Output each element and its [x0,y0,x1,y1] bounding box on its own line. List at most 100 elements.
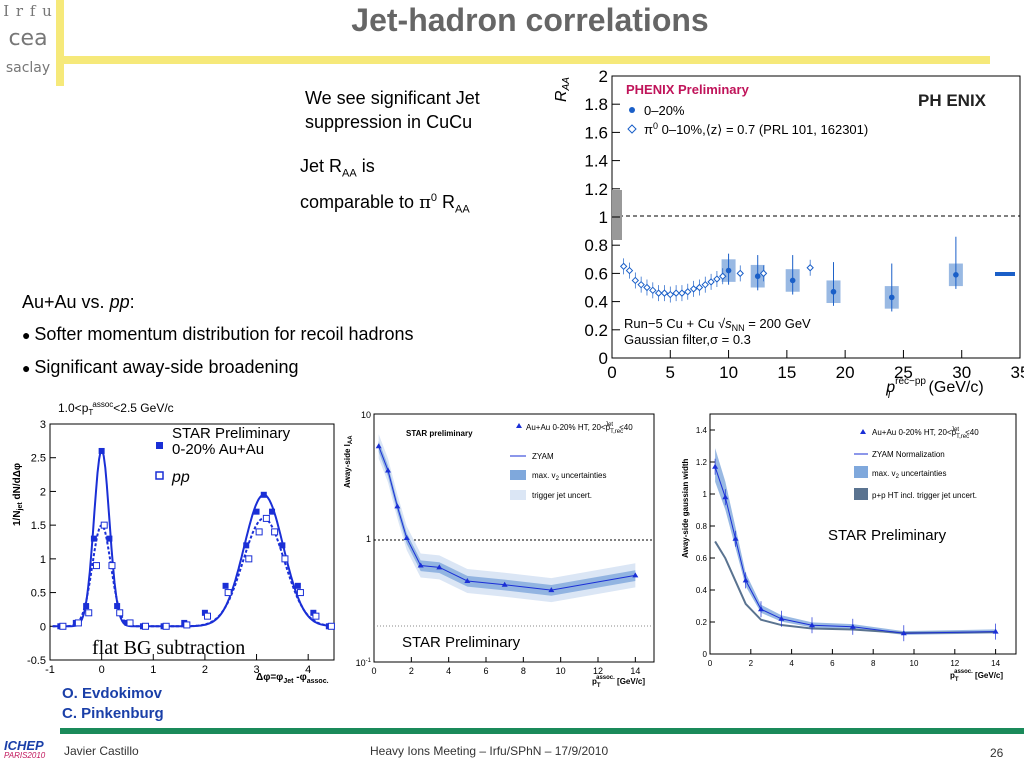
phenix-point-pi0 [689,285,698,293]
starleft-point-pp [126,619,134,627]
bullet-2: ● Significant away-side broadening [22,355,542,380]
logo-cea: cea [8,26,48,51]
starright-ytick: 0.2 [696,618,708,627]
phenix-xtick: 10 [719,363,738,382]
starleft-xtick: 2 [202,664,208,676]
starleft-xtick: 4 [305,664,311,676]
phenix-xtick: 15 [777,363,796,382]
starmid-ytick: 10-1 [356,658,372,668]
starright-leg2: ZYAM Normalization [872,450,945,459]
phenix-leg1: 0–20% [644,103,685,118]
phenix-point-pi0 [684,288,692,296]
starleft-topnote: 1.0<pTassoc<2.5 GeV/c [58,400,174,417]
text-line2: suppression in CuCu [305,112,473,132]
starleft-point-pp [74,619,82,627]
footer-page-number: 26 [990,746,1004,760]
starleft-ytick: 3 [40,419,46,431]
starright-yticks: 0 0.2 0.4 0.6 0.8 1 1.2 1.4 [696,426,715,659]
starleft-point-pp [85,609,93,617]
starleft-point-pp [108,562,116,570]
jet-raa-b: is [356,156,375,176]
phenix-point-pi0 [695,283,704,292]
starleft-xtick: 3 [253,664,259,676]
starmid-point [501,581,508,587]
starleft-point-pp [327,622,335,630]
irfu-logo: I r f u cea saclay [0,0,56,86]
starmid-point [375,443,382,449]
starleft-point-auau [90,535,97,542]
starleft-xlabel: Δφ=φJet -φassoc. [256,672,329,685]
starleft-point-pp [162,622,170,630]
auau-pp: pp [109,292,130,312]
phenix-leg2-marker [627,124,637,134]
phenix-xtick: 25 [894,363,913,382]
phenix-norm-box [612,190,622,240]
pi-symbol: π [419,191,431,213]
starleft-leg2-marker [155,471,164,480]
phenix-point-0-20 [888,294,895,301]
starmid-xticks: 0 2 4 6 8 10 12 14 [371,657,640,676]
starleft-yticks: -0.5 0 0.5 1 1.5 2 2.5 3 [27,419,56,667]
starright-ytick: 0 [703,650,708,659]
phenix-point-pi0 [672,289,680,297]
phenix-yticks: 0 0.2 0.4 0.6 0.8 1 1.2 1.4 1.6 1.8 2 [584,67,620,368]
starleft-leg1-marker [156,442,163,449]
starmid-leg3: max. v2 uncertainties [532,471,607,482]
starleft-point-pp [116,609,124,617]
bullet-1: ● Softer momentum distribution for recoi… [22,322,542,347]
bullet2-text: Significant away-side broadening [34,357,299,377]
star-dphi-chart: -0.5 0 0.5 1 1.5 2 2.5 3 -1 0 1 2 3 4 1.0<pTassoc<2.… [12,400,335,685]
starmid-xlabel: pTassoc. [GeV/c] [592,675,645,689]
phenix-point-0-20 [953,272,959,278]
starleft-leg1: 0-20% Au+Au [172,441,264,458]
auau-heading: Au+Au vs. pp: [22,290,542,314]
starmid-xtick: 8 [521,666,526,676]
logo-saclay: saclay [5,60,51,76]
starmid-leg4: trigger jet uncert. [532,491,592,500]
starleft-xticks: -1 0 1 2 3 4 [45,654,311,676]
starright-ytick: 0.6 [696,554,708,563]
page-title: Jet-hadron correlations [351,2,709,38]
starright-leg1: Au+Au 0-20% HT, 20<pT,recJet <40 [872,427,979,440]
starright-xtick: 0 [708,659,713,668]
phenix-point-pi0 [660,289,669,297]
starleft-point-pp [245,555,253,563]
starleft-point-auau [243,542,250,549]
starleft-point-auau [83,603,90,610]
starmid-xtick: 4 [446,666,451,676]
phenix-leg2: π0 0–10%,⟨z⟩ = 0.7 (PRL 101, 162301) [644,121,868,137]
phenix-xticks: 0 5 10 15 20 25 30 35 [607,350,1024,382]
starmid-xtick: 6 [483,666,488,676]
starright-ytick: 1.4 [696,426,708,435]
phenix-marks [619,236,963,312]
starmid-point [394,503,401,509]
footer-author: Javier Castillo [64,744,139,758]
phenix-ytick: 0 [599,349,608,368]
phenix-point-pi0 [666,290,674,299]
starleft-ylabel: 1/Njet dN/dΔφ [12,463,24,526]
phenix-point-pi0 [643,283,651,292]
phenix-ytick: 1.2 [584,180,608,199]
starright-point [778,615,785,621]
starright-point [849,623,856,629]
phenix-prelim: PHENIX Preliminary [626,82,750,97]
starleft-point-pp [183,621,191,629]
phenix-ytick: 2 [599,67,608,86]
starright-ylabel: Away-side gaussian width [681,458,690,558]
starleft-point-auau [106,535,113,542]
starleft-point-pp [100,521,108,529]
starleft-xtick: 1 [150,664,156,676]
phenix-point-pi0 [736,269,744,278]
phenix-ytick: 0.8 [584,236,608,255]
comparable-b: R [437,191,456,212]
phenix-point-pi0 [619,262,628,271]
starright-point [809,622,815,628]
starleft-ytick: 0 [40,621,46,633]
starleft-point-auau [260,491,267,498]
starright-point [900,630,907,636]
starright-xlabel: pTassoc. [GeV/c] [950,669,1003,683]
phenix-point-pi0 [701,280,709,289]
starleft-ytick: 1.5 [31,520,46,532]
starright-prelim-out: STAR Preliminary [828,527,947,544]
phenix-point-pi0 [707,278,715,286]
